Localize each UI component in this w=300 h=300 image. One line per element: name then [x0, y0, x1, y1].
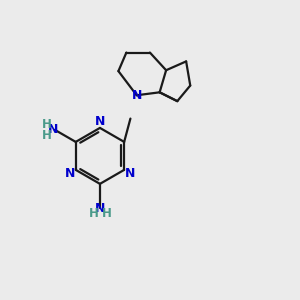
- Text: N: N: [65, 167, 75, 180]
- Text: H: H: [42, 129, 52, 142]
- Text: N: N: [48, 123, 59, 136]
- Text: N: N: [95, 202, 105, 214]
- Text: N: N: [124, 167, 135, 180]
- Text: H: H: [101, 207, 111, 220]
- Text: N: N: [95, 115, 105, 128]
- Text: H: H: [42, 118, 52, 131]
- Text: N: N: [131, 89, 142, 102]
- Text: H: H: [88, 207, 98, 220]
